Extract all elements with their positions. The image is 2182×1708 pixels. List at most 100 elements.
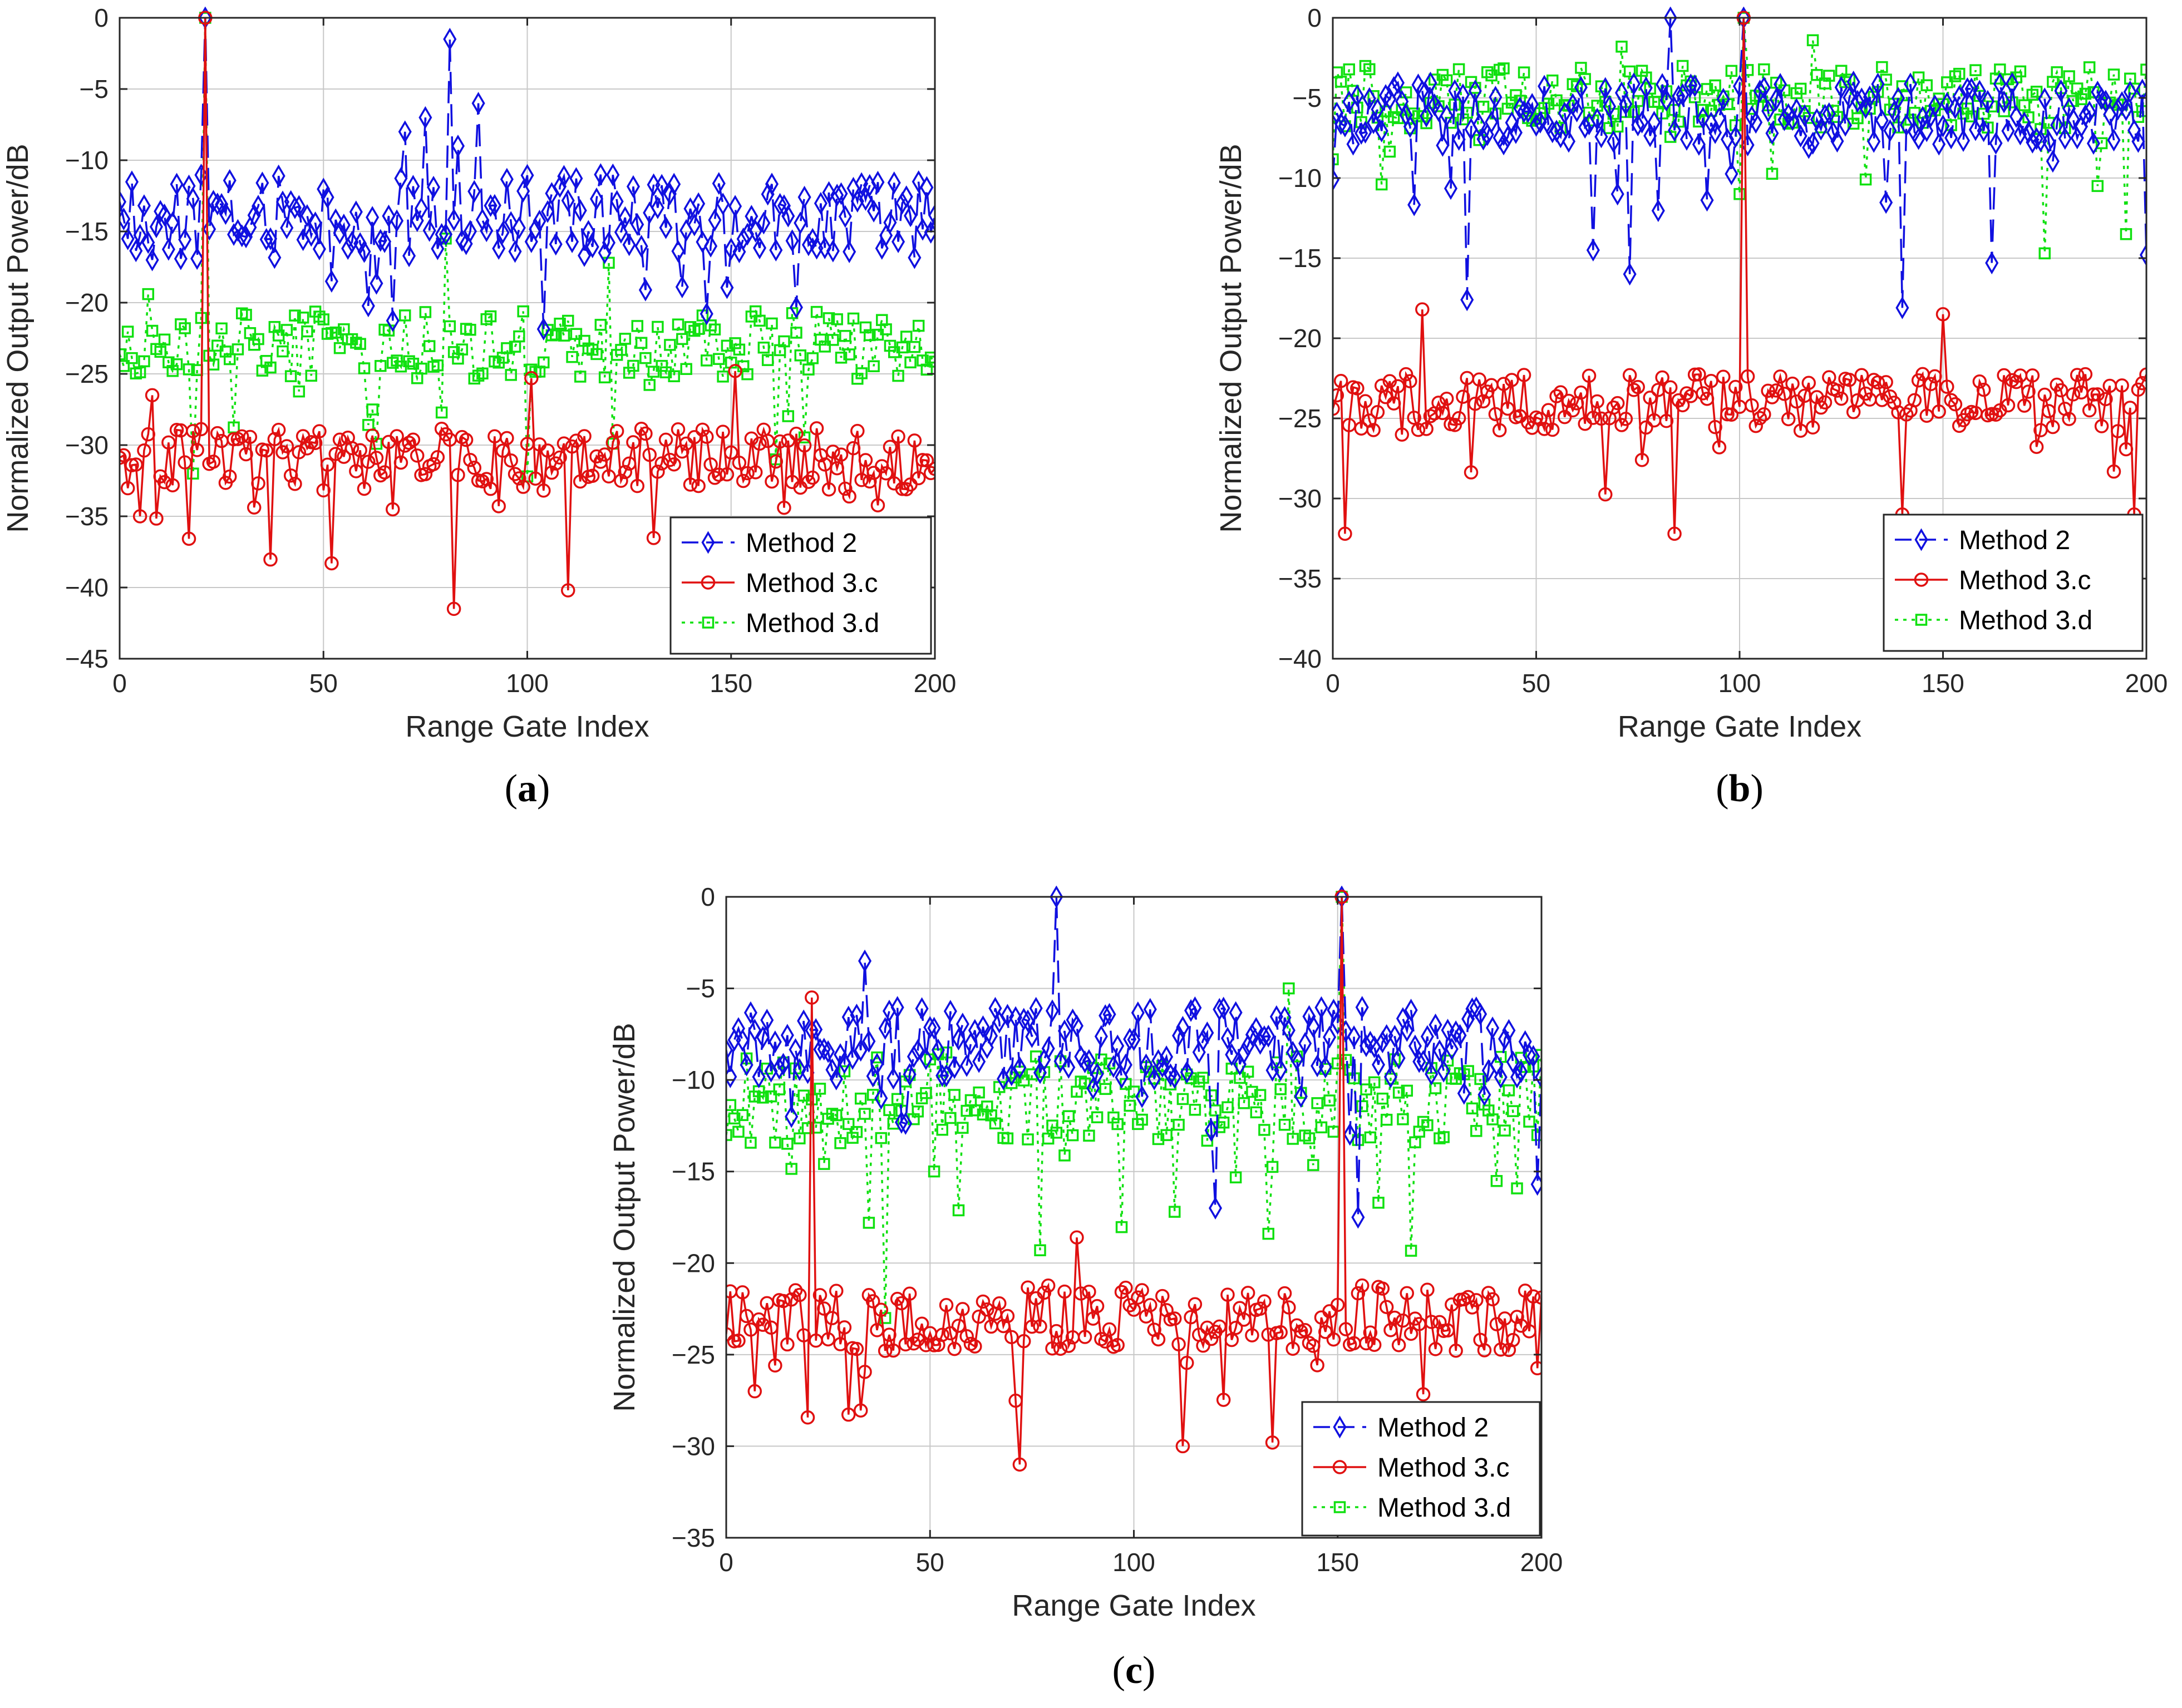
data-point	[232, 343, 244, 356]
data-point	[1615, 41, 1628, 53]
data-point	[1452, 63, 1465, 76]
data-point	[512, 471, 526, 486]
data-point	[1785, 376, 1800, 391]
data-point	[419, 306, 432, 318]
data-point	[259, 443, 274, 458]
data-point	[2078, 367, 2093, 382]
y-tick-label: 0	[701, 882, 715, 911]
data-point	[2014, 65, 2027, 78]
data-point	[439, 223, 453, 246]
data-point	[516, 480, 530, 494]
data-point	[874, 1087, 888, 1110]
data-point	[1441, 1019, 1455, 1042]
data-point	[887, 171, 901, 195]
data-point	[1090, 1299, 1105, 1314]
data-point	[732, 1125, 745, 1138]
data-point	[895, 191, 909, 215]
data-point	[1500, 401, 1515, 416]
data-point	[785, 1105, 799, 1128]
data-point	[870, 498, 885, 513]
x-tick-label: 0	[1326, 669, 1340, 698]
data-point	[268, 246, 282, 269]
data-point	[1985, 251, 1999, 275]
data-point	[675, 444, 689, 459]
data-point	[590, 348, 603, 361]
data-point	[745, 1137, 757, 1149]
data-point	[663, 452, 677, 467]
data-point	[761, 354, 774, 366]
data-point	[1403, 374, 1417, 388]
data-point	[1676, 83, 1690, 106]
data-point	[935, 1064, 949, 1087]
series-method-3-c	[120, 11, 935, 616]
data-point	[875, 459, 889, 473]
data-point	[366, 206, 380, 229]
data-point	[1119, 1053, 1132, 1077]
data-point	[1173, 1118, 1185, 1131]
data-point	[609, 424, 624, 438]
data-point	[863, 1217, 875, 1229]
legend-marker	[1914, 572, 1929, 587]
data-point	[1631, 379, 1645, 394]
data-point	[1441, 1054, 1454, 1067]
data-point	[740, 1053, 753, 1077]
data-point	[215, 322, 228, 335]
x-tick-label: 0	[719, 1548, 733, 1577]
data-point	[1388, 1024, 1402, 1048]
data-point	[627, 359, 639, 372]
data-point	[239, 225, 253, 249]
data-point	[829, 1067, 843, 1090]
data-point	[545, 182, 559, 205]
data-point	[1383, 145, 1396, 158]
data-point	[1981, 90, 1994, 113]
data-point	[1523, 1115, 1535, 1128]
data-point	[1449, 1020, 1463, 1043]
data-point	[390, 429, 404, 443]
data-point	[1895, 296, 1909, 319]
data-point	[1050, 886, 1063, 909]
data-point	[1356, 1100, 1368, 1113]
legend: Method 2 Method 3.c Method 3.d	[669, 516, 932, 655]
data-point	[1437, 1131, 1450, 1143]
data-point	[1416, 1387, 1431, 1401]
data-point	[1204, 1331, 1219, 1346]
data-point	[631, 320, 644, 332]
data-point	[1912, 71, 1925, 83]
data-point	[1716, 87, 1730, 111]
data-point	[626, 175, 640, 198]
data-point	[1839, 113, 1853, 137]
data-point	[349, 200, 363, 224]
data-point	[1016, 1334, 1031, 1349]
data-point	[1510, 1310, 1524, 1324]
data-point	[870, 1053, 884, 1076]
data-point	[955, 1302, 970, 1316]
data-point	[914, 1316, 929, 1331]
data-point	[813, 1038, 827, 1061]
data-point	[154, 200, 168, 223]
data-point	[776, 1294, 791, 1309]
data-point	[663, 182, 677, 205]
data-point	[1749, 111, 1763, 134]
data-point	[1530, 1361, 1541, 1376]
data-point	[1024, 1319, 1040, 1334]
data-point	[1456, 83, 1470, 106]
data-point	[726, 1038, 733, 1062]
data-point	[736, 1029, 750, 1052]
data-point	[1099, 1083, 1111, 1095]
data-point	[1420, 105, 1434, 128]
data-point	[1179, 1355, 1194, 1370]
data-point	[574, 371, 587, 383]
data-point	[1920, 79, 1933, 91]
data-point	[2058, 127, 2072, 150]
data-point	[1632, 95, 1644, 107]
data-point	[1355, 996, 1369, 1019]
data-point	[894, 1296, 909, 1311]
data-point	[2038, 247, 2051, 260]
data-point	[626, 435, 641, 450]
data-point	[606, 163, 620, 186]
data-point	[1472, 113, 1486, 136]
data-point	[683, 477, 698, 492]
data-point	[703, 457, 718, 472]
data-point	[895, 482, 910, 496]
data-point	[1378, 84, 1393, 107]
